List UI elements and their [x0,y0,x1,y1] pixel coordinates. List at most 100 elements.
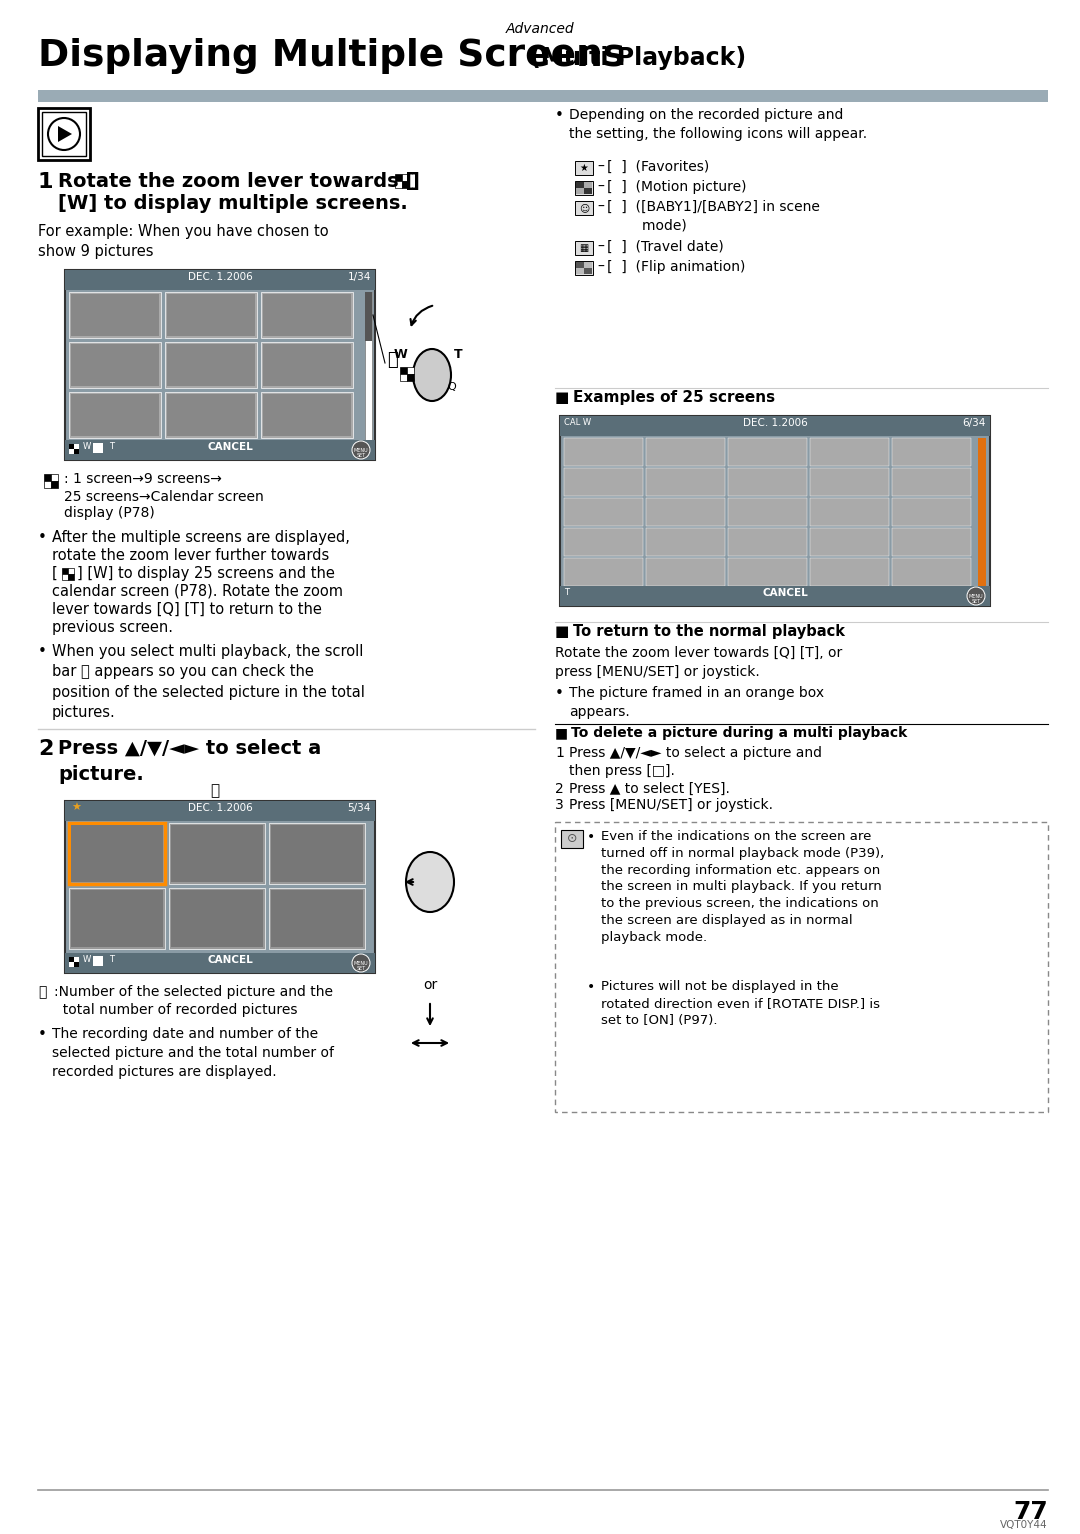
Text: For example: When you have chosen to
show 9 pictures: For example: When you have chosen to sho… [38,224,328,259]
Text: ★: ★ [580,163,589,173]
Bar [810,558,889,586]
Text: calendar screen (P78). Rotate the zoom: calendar screen (P78). Rotate the zoom [52,584,343,598]
Bar [167,394,255,436]
Bar [71,394,159,436]
Bar [407,374,414,380]
Text: W: W [83,956,91,963]
Bar [892,528,971,555]
Text: T: T [564,588,569,597]
Bar [576,183,584,189]
Text: SET: SET [971,598,981,604]
Text: T: T [454,348,462,362]
Bar [69,888,165,950]
Text: [  ]  (Flip animation): [ ] (Flip animation) [607,259,745,275]
Bar [69,962,75,966]
Text: •: • [588,980,595,994]
Bar [65,953,375,973]
Text: 6/34: 6/34 [962,417,986,428]
Bar [402,173,409,181]
Bar [168,824,265,884]
Text: ■: ■ [555,726,568,739]
Text: : 1 screen→9 screens→: : 1 screen→9 screens→ [64,472,221,486]
Text: After the multiple screens are displayed,: After the multiple screens are displayed… [52,531,350,545]
Text: W: W [393,348,407,362]
Bar [51,482,58,488]
Text: Pictures will not be displayed in the
rotated direction even if [ROTATE DISP.] i: Pictures will not be displayed in the ro… [600,980,880,1026]
Text: MENU: MENU [353,448,368,453]
Bar [68,568,75,574]
Bar [365,291,372,341]
Bar [892,439,971,466]
Text: ⊙: ⊙ [567,831,577,845]
Text: SET: SET [356,966,366,971]
Text: [W] to display multiple screens.: [W] to display multiple screens. [58,193,408,213]
Circle shape [352,440,370,459]
Bar [44,474,51,482]
Text: Displaying Multiple Screens: Displaying Multiple Screens [38,38,625,74]
Text: previous screen.: previous screen. [52,620,173,635]
Text: •: • [555,107,564,123]
Text: ■: ■ [555,624,569,640]
Bar [646,499,725,526]
Bar [584,189,592,193]
Bar [564,528,643,555]
Text: [  ]  (Motion picture): [ ] (Motion picture) [607,179,746,193]
Bar [62,568,68,574]
Text: –: – [597,259,604,275]
Bar [564,468,643,495]
Bar [575,181,593,195]
Text: ] [W] to display 25 screens and the: ] [W] to display 25 screens and the [77,566,335,581]
Text: display (P78): display (P78) [64,506,154,520]
Circle shape [967,588,985,604]
Text: CAL W: CAL W [564,417,591,426]
Text: Advanced: Advanced [505,21,575,35]
Text: Depending on the recorded picture and
the setting, the following icons will appe: Depending on the recorded picture and th… [569,107,867,141]
Text: [  ]  (Travel date): [ ] (Travel date) [607,239,724,255]
Text: ▦: ▦ [579,242,589,253]
Bar [365,291,372,440]
Bar [576,189,584,193]
Bar [646,468,725,495]
Text: –: – [597,160,604,173]
Text: 2: 2 [555,782,564,796]
Text: Press ▲/▼/◄► to select a picture and: Press ▲/▼/◄► to select a picture and [569,746,822,759]
Bar [576,268,584,275]
Bar [575,261,593,275]
Bar [646,528,725,555]
Text: 5/34: 5/34 [348,802,372,813]
Bar [728,499,807,526]
Bar [71,295,159,336]
Bar [65,270,375,460]
Text: then press [□].: then press [□]. [569,764,675,778]
Bar [69,393,161,439]
Text: DEC. 1.2006: DEC. 1.2006 [743,417,808,428]
Bar [65,801,375,821]
Text: Rotate the zoom lever towards [Q] [T], or
press [MENU/SET] or joystick.: Rotate the zoom lever towards [Q] [T], o… [555,646,842,680]
Bar [728,468,807,495]
Text: Ⓐ: Ⓐ [387,351,397,370]
Bar [892,499,971,526]
Text: VQT0Y44: VQT0Y44 [1000,1520,1048,1529]
Bar [575,161,593,175]
Bar [165,342,257,388]
Bar [75,443,79,449]
Bar [65,801,375,973]
Bar [561,416,990,436]
Text: –: – [597,239,604,255]
Bar [93,443,103,453]
Bar [264,295,351,336]
Text: ☺: ☺ [579,202,589,213]
Bar [810,468,889,495]
Text: SET: SET [356,453,366,459]
Bar [167,295,255,336]
Text: –: – [597,179,604,193]
Text: T: T [109,442,114,451]
Text: [  ]  ([BABY1]/[BABY2] in scene
        mode): [ ] ([BABY1]/[BABY2] in scene mode) [607,199,820,232]
Bar [395,181,402,189]
Text: DEC. 1.2006: DEC. 1.2006 [188,802,253,813]
Text: MENU: MENU [969,594,983,598]
Bar [167,344,255,387]
Bar [575,241,593,255]
Bar [271,890,363,946]
Bar [93,956,103,966]
